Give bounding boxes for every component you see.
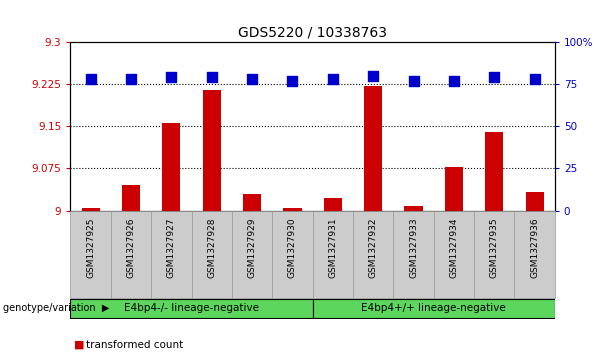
Point bbox=[247, 76, 257, 82]
Point bbox=[368, 73, 378, 78]
Bar bbox=[445, 167, 463, 211]
Bar bbox=[203, 90, 221, 211]
Bar bbox=[394, 211, 434, 298]
Text: E4bp4-/- lineage-negative: E4bp4-/- lineage-negative bbox=[124, 303, 259, 313]
Bar bbox=[324, 198, 342, 211]
Bar bbox=[405, 206, 422, 211]
Point bbox=[409, 78, 419, 83]
Bar bbox=[474, 211, 514, 298]
Point bbox=[530, 76, 539, 82]
Bar bbox=[283, 208, 302, 211]
Point bbox=[167, 74, 177, 80]
Text: GSM1327934: GSM1327934 bbox=[449, 217, 459, 278]
Bar bbox=[70, 211, 111, 298]
Text: GSM1327929: GSM1327929 bbox=[248, 217, 257, 278]
Bar bbox=[70, 299, 313, 318]
Text: ■: ■ bbox=[74, 340, 84, 350]
Bar bbox=[514, 211, 555, 298]
Text: transformed count: transformed count bbox=[86, 340, 183, 350]
Text: genotype/variation  ▶: genotype/variation ▶ bbox=[3, 303, 110, 313]
Bar bbox=[111, 211, 151, 298]
Text: GSM1327928: GSM1327928 bbox=[207, 217, 216, 278]
Text: GSM1327930: GSM1327930 bbox=[288, 217, 297, 278]
Bar bbox=[485, 132, 503, 211]
Text: GSM1327926: GSM1327926 bbox=[126, 217, 135, 278]
Point bbox=[86, 76, 96, 82]
Bar bbox=[313, 211, 353, 298]
Text: GSM1327931: GSM1327931 bbox=[329, 217, 337, 278]
Bar bbox=[232, 211, 272, 298]
Bar bbox=[433, 211, 474, 298]
Bar bbox=[353, 211, 394, 298]
Point bbox=[126, 76, 136, 82]
Bar bbox=[122, 185, 140, 211]
Text: GSM1327936: GSM1327936 bbox=[530, 217, 539, 278]
Bar bbox=[162, 123, 180, 211]
Bar bbox=[525, 192, 544, 211]
Bar bbox=[243, 194, 261, 211]
Point bbox=[449, 78, 459, 83]
Text: GSM1327935: GSM1327935 bbox=[490, 217, 499, 278]
Point bbox=[328, 76, 338, 82]
Bar bbox=[272, 211, 313, 298]
Bar bbox=[191, 211, 232, 298]
Point bbox=[489, 74, 499, 80]
Bar bbox=[364, 86, 383, 211]
Bar bbox=[151, 211, 191, 298]
Text: GSM1327933: GSM1327933 bbox=[409, 217, 418, 278]
Bar bbox=[82, 208, 100, 211]
Bar bbox=[313, 299, 555, 318]
Text: GSM1327927: GSM1327927 bbox=[167, 217, 176, 278]
Point bbox=[207, 74, 216, 80]
Text: GSM1327932: GSM1327932 bbox=[368, 217, 378, 278]
Text: E4bp4+/+ lineage-negative: E4bp4+/+ lineage-negative bbox=[361, 303, 506, 313]
Point bbox=[287, 78, 297, 83]
Title: GDS5220 / 10338763: GDS5220 / 10338763 bbox=[238, 25, 387, 39]
Text: GSM1327925: GSM1327925 bbox=[86, 217, 95, 278]
